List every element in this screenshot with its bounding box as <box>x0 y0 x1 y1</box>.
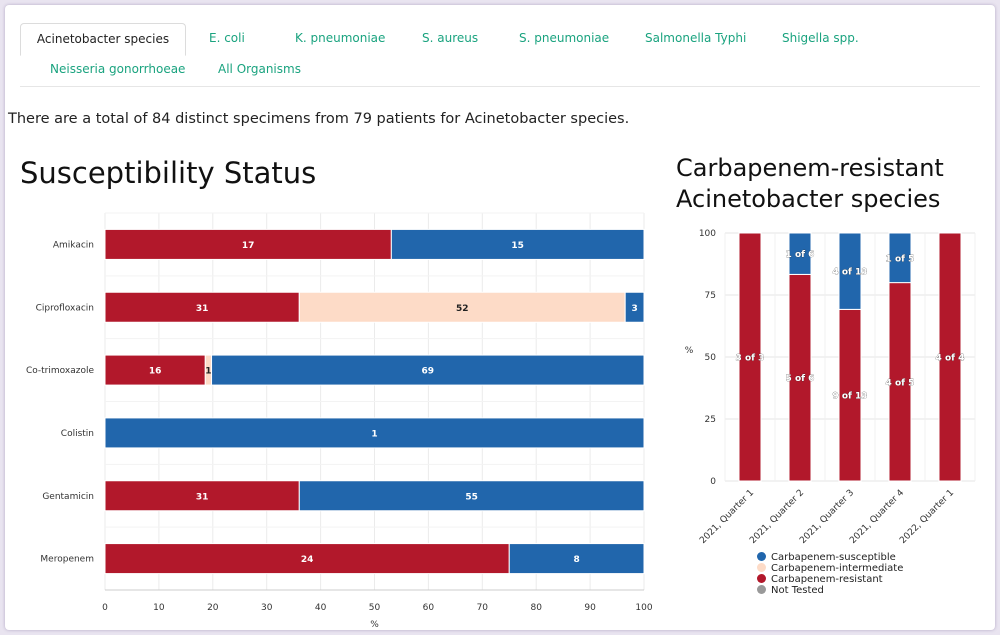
legend-item-resistant[interactable]: Carbapenem-resistant <box>757 574 903 585</box>
x-tick-label: 2022, Quarter 1 <box>898 488 956 546</box>
bar-count-label: 4 of 4 <box>936 354 965 364</box>
bar-segment-intermediate[interactable] <box>298 291 626 323</box>
tab-all-organisms[interactable]: All Organisms <box>218 62 301 76</box>
bar-count-label: 1 of 6 <box>786 250 815 260</box>
category-label: Co-trimoxazole <box>26 366 95 376</box>
legend-label: Carbapenem-intermediate <box>771 563 904 574</box>
bar-count-label: 55 <box>465 492 478 502</box>
x-tick-label: 60 <box>423 603 435 613</box>
bar-segment-resistant[interactable] <box>104 354 206 386</box>
category-label: Ciprofloxacin <box>36 303 94 313</box>
bar-segment-susceptible[interactable] <box>390 228 645 260</box>
y-tick-label: 0 <box>710 477 716 487</box>
bar-count-label: 1 of 5 <box>886 254 915 264</box>
bar-count-label: 52 <box>456 304 469 314</box>
legend-label: Carbapenem-resistant <box>771 574 883 585</box>
bar-count-label: 31 <box>196 492 209 502</box>
category-label: Colistin <box>61 429 94 439</box>
x-tick-label: 2021, Quarter 1 <box>698 488 756 546</box>
x-tick-label: 2021, Quarter 4 <box>848 488 906 546</box>
legend-dot <box>757 563 766 572</box>
legend-item-intermediate[interactable]: Carbapenem-intermediate <box>757 563 903 574</box>
y-tick-label: 25 <box>705 415 716 425</box>
category-label: Gentamicin <box>42 492 94 502</box>
bar-segment-susceptible[interactable] <box>624 291 645 323</box>
bar-count-label: 8 <box>573 555 579 565</box>
bar-segment-resistant[interactable] <box>938 232 962 482</box>
bar-count-label: 16 <box>149 367 162 377</box>
bar-count-label: 3 of 3 <box>736 354 765 364</box>
legend-dot <box>757 552 766 561</box>
tab-salmonella-typhi[interactable]: Salmonella Typhi <box>645 31 747 45</box>
x-tick-label: 70 <box>477 603 489 613</box>
legend-label: Not Tested <box>771 585 824 596</box>
bar-count-label: 15 <box>511 241 524 251</box>
x-tick-label: 20 <box>207 603 219 613</box>
legend-label: Carbapenem-susceptible <box>771 552 896 563</box>
specimen-summary: There are a total of 84 distinct specime… <box>8 111 630 127</box>
bar-segment-susceptible[interactable] <box>788 232 812 275</box>
bar-segment-resistant[interactable] <box>738 232 762 482</box>
tab-acinetobacter[interactable]: Acinetobacter species <box>20 23 186 56</box>
x-tick-label: 0 <box>102 603 108 613</box>
susceptibility-title: Susceptibility Status <box>20 156 317 190</box>
bar-count-label: 69 <box>422 367 435 377</box>
bar-count-label: 17 <box>242 241 255 251</box>
carbapenem-title: Carbapenem-resistant Acinetobacter speci… <box>676 154 944 213</box>
tab-neisseria-gonorrhoeae[interactable]: Neisseria gonorrhoeae <box>50 62 186 76</box>
bar-count-label: 24 <box>301 555 314 565</box>
x-tick-label: 40 <box>315 603 327 613</box>
x-tick-label: 10 <box>153 603 165 613</box>
x-axis-label: % <box>370 620 379 630</box>
bar-count-label: 5 of 6 <box>786 374 815 384</box>
x-tick-label: 80 <box>530 603 542 613</box>
bar-segment-resistant[interactable] <box>104 543 510 575</box>
bar-count-label: 1 <box>371 429 377 439</box>
y-tick-label: 75 <box>705 291 716 301</box>
x-tick-label: 90 <box>584 603 596 613</box>
bar-segment-susceptible[interactable] <box>888 232 912 284</box>
category-label: Meropenem <box>40 555 94 565</box>
carbapenem-legend: Carbapenem-susceptible Carbapenem-interm… <box>757 552 903 596</box>
main-card: Acinetobacter species E. coli K. pneumon… <box>5 5 995 630</box>
carbapenem-chart: 0 25 50 75 100% 3 of 3 2021, Quarter 1 5 of 6 1 … <box>685 229 976 546</box>
bar-segment-susceptible[interactable] <box>508 543 645 575</box>
y-axis-label: % <box>685 346 694 356</box>
bar-count-label: 31 <box>196 304 209 314</box>
bar-count-label: 9 of 13 <box>832 392 867 402</box>
bar-segment-susceptible[interactable] <box>838 232 862 310</box>
bar-segment-susceptible[interactable] <box>104 417 645 449</box>
tab-s-aureus[interactable]: S. aureus <box>422 31 479 45</box>
legend-item-not-tested[interactable]: Not Tested <box>757 585 903 596</box>
y-tick-label: 100 <box>699 229 716 239</box>
legend-dot <box>757 574 766 583</box>
bar-count-label: 1 <box>205 367 211 377</box>
legend-dot <box>757 585 766 594</box>
bar-segment-resistant[interactable] <box>104 480 300 512</box>
tab-k-pneumoniae[interactable]: K. pneumoniae <box>295 31 386 45</box>
bar-count-label: 3 <box>631 304 637 314</box>
tab-shigella[interactable]: Shigella spp. <box>782 31 859 45</box>
bar-count-label: 4 of 13 <box>832 268 867 278</box>
tab-s-pneumoniae[interactable]: S. pneumoniae <box>519 31 610 45</box>
x-tick-label: 2021, Quarter 3 <box>798 488 856 546</box>
bar-count-label: 4 of 5 <box>886 378 915 388</box>
bar-segment-susceptible[interactable] <box>298 480 645 512</box>
x-tick-label: 2021, Quarter 2 <box>748 488 806 546</box>
category-label: Amikacin <box>53 240 94 250</box>
tab-e-coli[interactable]: E. coli <box>209 31 245 45</box>
bar-segment-susceptible[interactable] <box>211 354 645 386</box>
x-tick-label: 100 <box>635 603 652 613</box>
susceptibility-chart: 17 15 Amikacin 31 52 3 Ciprofloxacin 16 1 69 Co-tr… <box>26 212 653 630</box>
x-tick-label: 30 <box>261 603 273 613</box>
y-tick-label: 50 <box>705 353 717 363</box>
x-tick-label: 50 <box>369 603 381 613</box>
organism-tabs: Acinetobacter species E. coli K. pneumon… <box>20 18 980 87</box>
legend-item-susceptible[interactable]: Carbapenem-susceptible <box>757 552 903 563</box>
